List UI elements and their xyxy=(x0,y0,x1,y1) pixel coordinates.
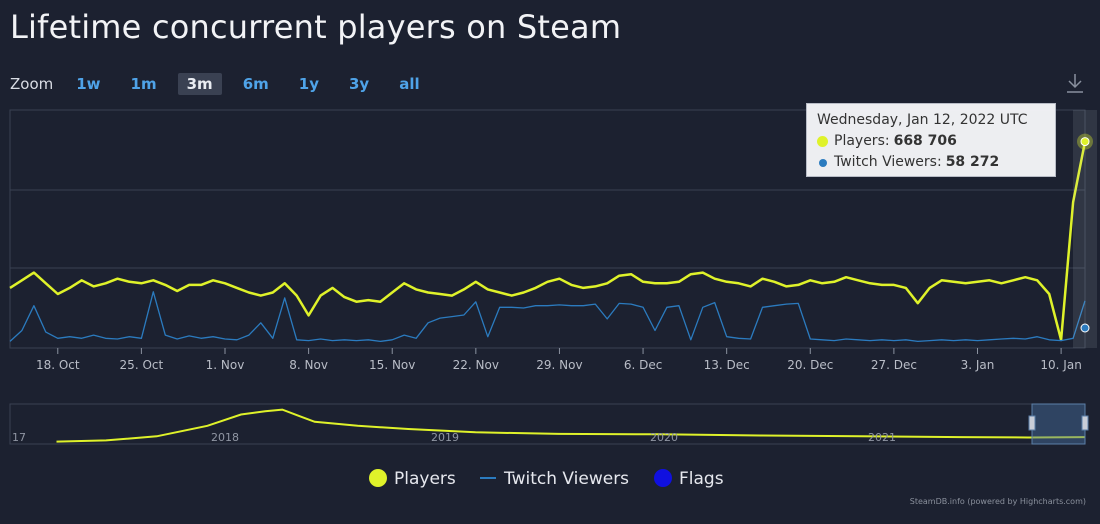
tooltip-players-label: Players: xyxy=(834,133,890,149)
tooltip-date: Wednesday, Jan 12, 2022 UTC xyxy=(817,112,1028,128)
legend: Players Twitch Viewers Flags xyxy=(369,469,724,489)
zoom-button-3m[interactable]: 3m xyxy=(177,73,222,95)
main-chart[interactable]: 18. Oct 25. Oct 1. Nov 8. Nov 15. Nov 22. Nov… xyxy=(0,0,1100,390)
zoom-selector: Zoom 1w 1m 3m 6m 1y 3y all xyxy=(10,72,441,96)
x-tick-label: 25. Oct xyxy=(120,358,164,372)
zoom-button-1m[interactable]: 1m xyxy=(130,75,157,93)
x-tick-label: 8. Nov xyxy=(289,358,328,372)
legend-item-players[interactable]: Players xyxy=(394,469,456,489)
plot-frame xyxy=(9,109,1086,349)
players-hover-marker[interactable] xyxy=(1080,137,1090,147)
navigator-handle[interactable] xyxy=(1081,415,1089,431)
zoom-button-all[interactable]: all xyxy=(399,75,420,93)
tooltip-players-value: 668 706 xyxy=(893,133,957,149)
navigator-tick-label: 2019 xyxy=(431,431,459,444)
x-tick-label: 22. Nov xyxy=(453,358,499,372)
players-dot-icon xyxy=(817,136,828,147)
x-tick-label: 27. Dec xyxy=(871,358,917,372)
credit-text[interactable]: SteamDB.info (powered by Highcharts.com) xyxy=(909,497,1086,506)
x-tick-label: 13. Dec xyxy=(704,358,750,372)
x-tick-label: 1. Nov xyxy=(206,358,245,372)
twitch-hover-marker[interactable] xyxy=(1080,323,1090,333)
zoom-label: Zoom xyxy=(10,75,54,93)
navigator-players-line xyxy=(56,408,1086,443)
legend-item-flags[interactable]: Flags xyxy=(679,469,724,489)
x-tick-label: 10. Jan xyxy=(1040,358,1081,372)
navigator-tick-label: 2020 xyxy=(650,431,678,444)
navigator-tick-label: 2021 xyxy=(868,431,896,444)
x-tick-label: 18. Oct xyxy=(36,358,80,372)
x-tick-label: 20. Dec xyxy=(787,358,833,372)
x-tick-label: 15. Nov xyxy=(369,358,415,372)
tooltip-twitch-label: Twitch Viewers: xyxy=(834,154,942,170)
download-icon[interactable] xyxy=(1064,72,1086,94)
navigator-tick-label: 17 xyxy=(12,431,26,444)
zoom-button-1w[interactable]: 1w xyxy=(76,75,101,93)
navigator-chart[interactable]: 17 2018 2019 2020 2021 xyxy=(0,400,1100,460)
tooltip-twitch-row: Twitch Viewers: 58 272 xyxy=(817,152,1045,173)
twitch-series-line[interactable] xyxy=(9,291,1086,343)
zoom-button-6m[interactable]: 6m xyxy=(242,75,269,93)
hover-band xyxy=(1073,110,1097,348)
tooltip: Wednesday, Jan 12, 2022 UTC Players: 668… xyxy=(806,103,1056,177)
twitch-dot-icon xyxy=(819,158,827,167)
legend-marker-players xyxy=(369,469,387,487)
x-tick-label: 3. Jan xyxy=(961,358,995,372)
navigator-handle[interactable] xyxy=(1028,415,1036,431)
legend-item-twitch-viewers[interactable]: Twitch Viewers xyxy=(503,469,629,489)
tooltip-players-row: Players: 668 706 xyxy=(817,131,1045,152)
legend-marker-flags xyxy=(654,469,672,487)
navigator-tick-label: 2018 xyxy=(211,431,239,444)
players-series-line[interactable] xyxy=(9,141,1087,342)
navigator-selection[interactable] xyxy=(1031,403,1086,445)
zoom-button-1y[interactable]: 1y xyxy=(298,75,319,93)
x-tick-label: 6. Dec xyxy=(624,358,662,372)
zoom-button-3y[interactable]: 3y xyxy=(349,75,370,93)
navigator-frame xyxy=(9,403,1086,445)
page-title: Lifetime concurrent players on Steam xyxy=(10,8,622,46)
tooltip-twitch-value: 58 272 xyxy=(945,154,1000,170)
x-tick-label: 29. Nov xyxy=(536,358,582,372)
